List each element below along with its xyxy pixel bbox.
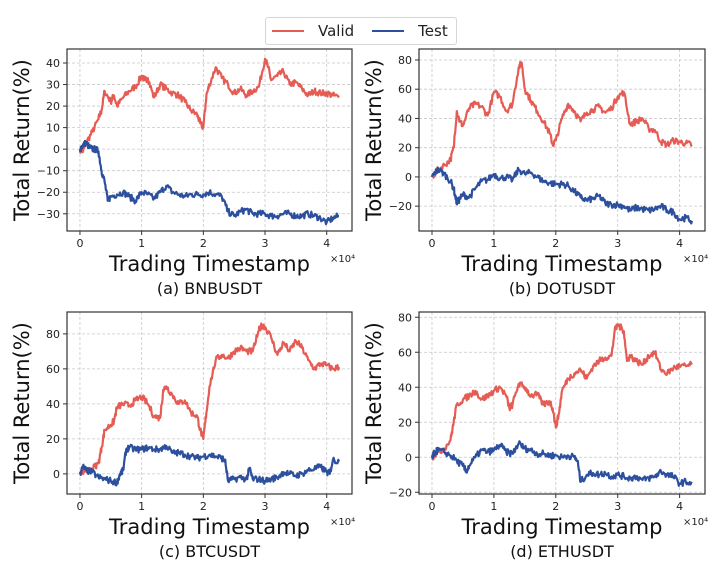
chart-ethusdt: 0 1 2 3 4 −20 0 20 40 60 80 ×10⁴ Trading Timestamp (d… xyxy=(362,311,708,561)
y-tick-label: 60 xyxy=(46,363,60,376)
y-tick-label: 60 xyxy=(398,346,412,359)
x-tick-label: 0 xyxy=(429,500,436,513)
y-tick-label: 40 xyxy=(46,57,60,70)
y-tick-label: −20 xyxy=(389,486,412,499)
plot-frame xyxy=(66,311,353,495)
x-tick-label: 4 xyxy=(323,500,330,513)
x-tick-label: 3 xyxy=(262,500,269,513)
x-tick-label: 3 xyxy=(262,237,269,250)
y-tick-label: 20 xyxy=(398,416,412,429)
legend-swatch-test xyxy=(372,30,405,32)
x-tick-label: 0 xyxy=(76,500,83,513)
panel-caption: (d) ETHUSDT xyxy=(510,542,614,561)
panel-caption: (a) BNBUSDT xyxy=(157,279,262,298)
series-valid-line xyxy=(78,322,341,476)
y-tick-label: 0 xyxy=(53,143,60,156)
y-axis-label: Total Return(%) xyxy=(10,322,34,485)
grid-lines xyxy=(67,49,352,231)
y-axis-label: Total Return(%) xyxy=(362,59,386,222)
y-axis-label: Total Return(%) xyxy=(10,59,34,222)
x-tick-label: 0 xyxy=(76,237,83,250)
legend-swatch-valid xyxy=(272,30,304,32)
panel-caption: (c) BTCUSDT xyxy=(159,542,261,561)
x-tick-label: 2 xyxy=(200,237,207,250)
x-axis-multiplier: ×10⁴ xyxy=(330,254,355,265)
y-tick-label: 0 xyxy=(405,451,412,464)
grid-lines xyxy=(67,312,352,494)
series-test-line xyxy=(78,139,340,226)
y-tick-label: 80 xyxy=(398,54,412,67)
x-tick-label: 3 xyxy=(614,500,621,513)
y-tick-label: −20 xyxy=(389,200,412,213)
y-tick-label: 20 xyxy=(46,100,60,113)
x-tick-label: 1 xyxy=(490,237,497,250)
x-tick-label: 2 xyxy=(552,500,559,513)
y-tick-label: 40 xyxy=(398,381,412,394)
legend-item-test: Test xyxy=(372,22,448,40)
series-test-line xyxy=(430,440,693,487)
series-valid-line xyxy=(430,60,693,179)
x-axis-label: Trading Timestamp xyxy=(461,252,663,276)
x-tick-label: 1 xyxy=(138,237,145,250)
y-axis-label: Total Return(%) xyxy=(362,322,386,485)
x-axis-multiplier: ×10⁴ xyxy=(683,254,708,265)
y-tick-label: 80 xyxy=(398,311,412,324)
plot-frame xyxy=(418,48,706,232)
x-axis-label: Trading Timestamp xyxy=(108,252,310,276)
x-tick-label: 1 xyxy=(138,500,145,513)
legend-label-valid: Valid xyxy=(318,22,355,40)
x-tick-label: 0 xyxy=(429,237,436,250)
y-tick-label: 40 xyxy=(398,112,412,125)
y-tick-label: 0 xyxy=(53,468,60,481)
legend-label-test: Test xyxy=(418,22,448,40)
y-tick-label: −20 xyxy=(37,186,60,199)
x-axis-label: Trading Timestamp xyxy=(108,515,310,539)
x-tick-label: 1 xyxy=(490,500,497,513)
series-valid-line xyxy=(430,323,693,461)
plot-frame xyxy=(66,48,353,232)
y-tick-label: −10 xyxy=(37,165,60,178)
x-tick-label: 2 xyxy=(552,237,559,250)
y-tick-label: 20 xyxy=(398,142,412,155)
x-tick-label: 3 xyxy=(614,237,621,250)
series-test-line xyxy=(78,443,341,487)
y-tick-label: 20 xyxy=(46,433,60,446)
x-tick-label: 4 xyxy=(676,237,683,250)
y-tick-label: 60 xyxy=(398,83,412,96)
series-test-line xyxy=(430,166,694,225)
y-tick-label: 30 xyxy=(46,79,60,92)
legend-item-valid: Valid xyxy=(272,22,354,40)
series-valid-line xyxy=(78,57,340,154)
x-tick-label: 4 xyxy=(323,237,330,250)
x-tick-label: 2 xyxy=(200,500,207,513)
y-tick-label: 0 xyxy=(405,171,412,184)
y-tick-label: 40 xyxy=(46,398,60,411)
y-tick-label: 80 xyxy=(46,328,60,341)
legend: Valid Test xyxy=(265,17,457,45)
x-axis-multiplier: ×10⁴ xyxy=(683,517,708,528)
x-tick-label: 4 xyxy=(676,500,683,513)
plot-frame xyxy=(418,311,706,495)
chart-dotusdt: 0 1 2 3 4 −20 0 20 40 60 80 ×10⁴ Trading Timestamp (b… xyxy=(362,48,708,298)
panel-caption: (b) DOTUSDT xyxy=(509,279,616,298)
chart-bnbusdt: 0 1 2 3 4 −30 −20 −10 0 10 20 30 40 ×10⁴ Trading Times… xyxy=(10,48,355,298)
x-axis-multiplier: ×10⁴ xyxy=(330,517,355,528)
y-tick-label: −30 xyxy=(37,208,60,221)
x-axis-label: Trading Timestamp xyxy=(461,515,663,539)
y-tick-label: 10 xyxy=(46,122,60,135)
